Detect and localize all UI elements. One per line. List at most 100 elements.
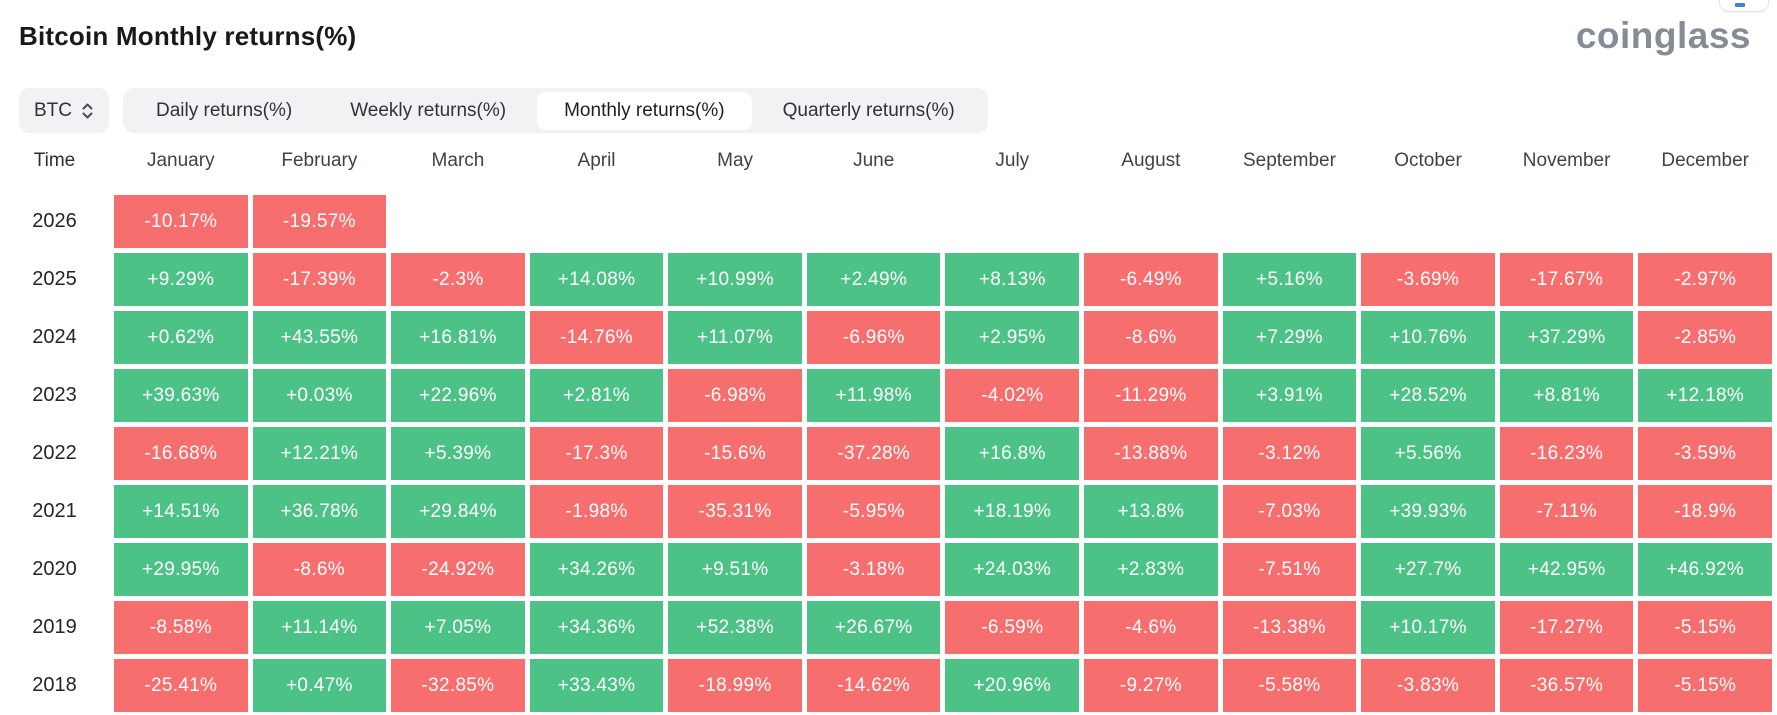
return-cell-2022-september: -3.12% xyxy=(1222,427,1357,480)
popover-blue-mark-icon xyxy=(1735,3,1745,7)
month-header-december: December xyxy=(1661,150,1750,171)
return-cell-2020-september: -7.51% xyxy=(1222,543,1357,596)
return-cell-2022-january: -16.68% xyxy=(114,427,248,480)
empty-cell xyxy=(1638,195,1772,248)
return-cell-2024-october: +10.76% xyxy=(1361,311,1495,364)
return-cell-2023-january: +39.63% xyxy=(114,369,248,422)
empty-cell xyxy=(391,195,525,248)
return-cell-2024-august: -8.6% xyxy=(1084,311,1218,364)
return-cell-2018-february: +0.47% xyxy=(252,659,387,712)
return-cell-2025-august: -6.49% xyxy=(1084,253,1218,306)
year-label-2020: 2020 xyxy=(32,558,77,580)
return-cell-2023-december: +12.18% xyxy=(1638,369,1772,422)
return-cell-2021-april: -1.98% xyxy=(529,485,664,538)
return-cell-2024-september: +7.29% xyxy=(1222,311,1357,364)
return-cell-2019-february: +11.14% xyxy=(252,601,387,654)
return-cell-2024-january: +0.62% xyxy=(114,311,248,364)
return-cell-2023-july: -4.02% xyxy=(945,369,1080,422)
year-label-2024: 2024 xyxy=(32,326,77,348)
returns-table: 2026 -10.17% -19.57% 2025 +9.29% -17.39% -2.3%… xyxy=(0,195,1772,712)
return-cell-2024-may: +11.07% xyxy=(668,311,802,364)
return-cell-2021-september: -7.03% xyxy=(1222,485,1357,538)
return-cell-2021-march: +29.84% xyxy=(391,485,525,538)
return-cell-2022-october: +5.56% xyxy=(1361,427,1495,480)
return-cell-2019-december: -5.15% xyxy=(1638,601,1772,654)
return-cell-2025-april: +14.08% xyxy=(529,253,664,306)
return-cell-2025-february: -17.39% xyxy=(252,253,387,306)
return-cell-2018-april: +33.43% xyxy=(529,659,664,712)
return-cell-2025-september: +5.16% xyxy=(1222,253,1357,306)
month-header-june: June xyxy=(853,150,895,171)
return-cell-2024-july: +2.95% xyxy=(945,311,1080,364)
return-cell-2025-december: -2.97% xyxy=(1638,253,1772,306)
return-cell-2019-june: +26.67% xyxy=(806,601,941,654)
return-cell-2019-august: -4.6% xyxy=(1084,601,1218,654)
return-cell-2020-april: +34.26% xyxy=(529,543,664,596)
year-label-2018: 2018 xyxy=(32,674,77,696)
tab-daily[interactable]: Daily returns(%) xyxy=(156,99,293,121)
symbol-select[interactable]: BTC xyxy=(19,88,109,133)
return-cell-2021-december: -18.9% xyxy=(1638,485,1772,538)
return-cell-2019-january: -8.58% xyxy=(114,601,248,654)
empty-cell xyxy=(945,195,1079,248)
return-cell-2021-august: +13.8% xyxy=(1084,485,1218,538)
month-header-march: March xyxy=(431,150,485,171)
return-cell-2019-march: +7.05% xyxy=(391,601,525,654)
return-cell-2024-april: -14.76% xyxy=(529,311,664,364)
return-cell-2025-march: -2.3% xyxy=(391,253,525,306)
return-cell-2022-may: -15.6% xyxy=(668,427,802,480)
return-cell-2025-june: +2.49% xyxy=(806,253,941,306)
return-cell-2025-july: +8.13% xyxy=(945,253,1080,306)
return-cell-2019-october: +10.17% xyxy=(1361,601,1495,654)
month-header-september: September xyxy=(1242,150,1336,171)
year-label-2023: 2023 xyxy=(32,384,77,406)
return-cell-2018-january: -25.41% xyxy=(114,659,248,712)
controls-bar: BTC Daily returns(%) Weekly returns(%) Mon… xyxy=(19,88,988,133)
return-cell-2022-march: +5.39% xyxy=(391,427,525,480)
empty-cell xyxy=(530,195,664,248)
return-cell-2018-september: -5.58% xyxy=(1222,659,1357,712)
return-cell-2019-september: -13.38% xyxy=(1222,601,1357,654)
tab-group: Daily returns(%) Weekly returns(%) Monthly… xyxy=(123,88,988,133)
return-cell-2024-december: -2.85% xyxy=(1638,311,1772,364)
tab-quarterly[interactable]: Quarterly returns(%) xyxy=(782,99,955,121)
return-cell-2023-november: +8.81% xyxy=(1499,369,1634,422)
month-header-october: October xyxy=(1394,150,1462,171)
month-header-january: January xyxy=(146,150,215,171)
return-cell-2020-november: +42.95% xyxy=(1499,543,1634,596)
return-cell-2020-may: +9.51% xyxy=(668,543,802,596)
tab-monthly[interactable]: Monthly returns(%) xyxy=(537,91,752,130)
empty-cell xyxy=(807,195,941,248)
month-header-august: August xyxy=(1121,150,1181,171)
return-cell-2023-february: +0.03% xyxy=(252,369,387,422)
return-cell-2026-february: -19.57% xyxy=(252,195,387,248)
tab-weekly[interactable]: Weekly returns(%) xyxy=(350,99,507,121)
month-header-may: May xyxy=(717,150,754,171)
empty-cell xyxy=(1223,195,1357,248)
return-cell-2023-june: +11.98% xyxy=(806,369,941,422)
symbol-select-value: BTC xyxy=(34,99,72,121)
return-cell-2024-november: +37.29% xyxy=(1499,311,1634,364)
empty-cell xyxy=(1500,195,1634,248)
year-label-2022: 2022 xyxy=(32,442,77,464)
return-cell-2023-september: +3.91% xyxy=(1222,369,1357,422)
return-cell-2020-january: +29.95% xyxy=(114,543,248,596)
return-cell-2018-july: +20.96% xyxy=(945,659,1080,712)
return-cell-2025-october: -3.69% xyxy=(1361,253,1495,306)
return-cell-2023-march: +22.96% xyxy=(391,369,525,422)
return-cell-2018-october: -3.83% xyxy=(1361,659,1495,712)
return-cell-2019-july: -6.59% xyxy=(945,601,1080,654)
return-cell-2023-august: -11.29% xyxy=(1084,369,1218,422)
table-header-row: Time January February March April May June Jul… xyxy=(0,140,1772,182)
return-cell-2020-july: +24.03% xyxy=(945,543,1080,596)
return-cell-2020-march: -24.92% xyxy=(391,543,525,596)
return-cell-2021-october: +39.93% xyxy=(1361,485,1495,538)
return-cell-2022-november: -16.23% xyxy=(1499,427,1634,480)
return-cell-2019-may: +52.38% xyxy=(668,601,802,654)
coinglass-logo[interactable]: coinglass xyxy=(1575,15,1751,56)
return-cell-2021-november: -7.11% xyxy=(1499,485,1634,538)
return-cell-2025-january: +9.29% xyxy=(114,253,248,306)
return-cell-2019-april: +34.36% xyxy=(529,601,664,654)
return-cell-2022-july: +16.8% xyxy=(945,427,1080,480)
return-cell-2021-february: +36.78% xyxy=(252,485,387,538)
